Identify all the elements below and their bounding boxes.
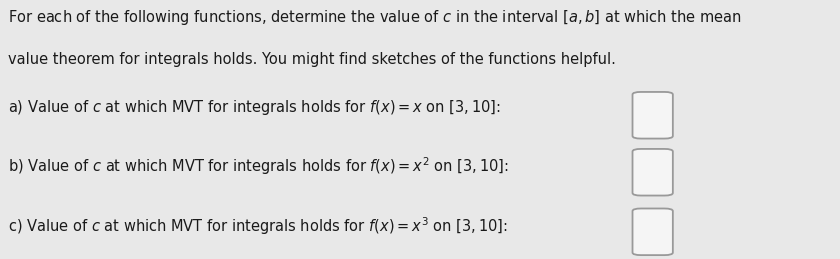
Text: value theorem for integrals holds. You might find sketches of the functions help: value theorem for integrals holds. You m… [8,52,617,67]
FancyBboxPatch shape [633,92,673,139]
Text: b) Value of $c$ at which MVT for integrals holds for $f(x) = x^2$ on $[3, 10]$:: b) Value of $c$ at which MVT for integra… [8,155,509,177]
FancyBboxPatch shape [633,149,673,196]
FancyBboxPatch shape [633,208,673,255]
Text: a) Value of $c$ at which MVT for integrals holds for $f(x) = x$ on $[3, 10]$:: a) Value of $c$ at which MVT for integra… [8,98,501,117]
Text: c) Value of $c$ at which MVT for integrals holds for $f(x) = x^3$ on $[3, 10]$:: c) Value of $c$ at which MVT for integra… [8,215,508,237]
Text: For each of the following functions, determine the value of $c$ in the interval : For each of the following functions, det… [8,8,743,27]
